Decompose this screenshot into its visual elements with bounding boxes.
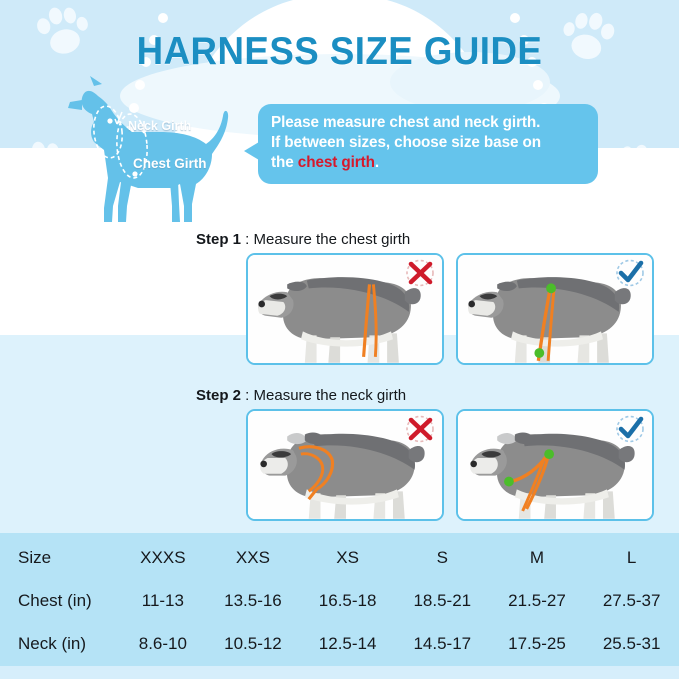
- background-band-bottom: [0, 666, 679, 679]
- cell-size-l: L: [626, 547, 637, 567]
- step-2-text: Measure the neck girth: [253, 387, 407, 404]
- cell-neck-l: 25.5-31: [602, 633, 661, 653]
- callout-line-2: If between sizes, choose size base on: [271, 134, 542, 152]
- table-row-size: Size XXXS XXS XS S M L: [0, 536, 679, 579]
- cross-icon: [406, 415, 434, 443]
- instruction-callout: Please measure chest and neck girth. If …: [244, 104, 598, 185]
- cell-size-xxs: XXS: [235, 547, 270, 567]
- size-chart-table: Size XXXS XXS XS S M L Chest (in) 11-13 …: [0, 536, 679, 665]
- cell-size-s: S: [436, 547, 448, 567]
- step-2-photo-incorrect: [246, 409, 444, 521]
- step-2-separator: :: [241, 387, 254, 404]
- step-1-text: Measure the chest girth: [253, 231, 411, 248]
- step-2-photo-correct: [456, 409, 654, 521]
- step-1-label: Step 1 : Measure the chest girth: [196, 231, 410, 248]
- row-header-chest: Chest (in): [18, 590, 92, 610]
- cell-chest-xxs: 13.5-16: [224, 590, 282, 610]
- page-title: HARNESS SIZE GUIDE: [136, 30, 543, 73]
- cell-chest-s: 18.5-21: [413, 590, 472, 610]
- cell-chest-xxxs: 11-13: [141, 590, 184, 610]
- cell-size-xxxs: XXXS: [140, 547, 186, 567]
- step-2-prefix: Step 2: [196, 387, 242, 404]
- callout-tail: [244, 142, 259, 160]
- cross-icon: [406, 259, 434, 287]
- cell-neck-m: 17.5-25: [508, 633, 566, 653]
- cell-chest-xs: 16.5-18: [318, 590, 377, 610]
- callout-line-3: the chest girth.: [271, 153, 585, 173]
- row-header-neck: Neck (in): [18, 633, 87, 653]
- cell-neck-xxs: 10.5-12: [224, 633, 282, 653]
- cell-size-xs: XS: [336, 547, 359, 567]
- neck-girth-label: Neck Girth: [128, 119, 192, 133]
- cell-size-m: M: [529, 547, 545, 567]
- plush-dog-photo: [248, 411, 442, 519]
- cell-neck-xxxs: 8.6-10: [138, 633, 187, 653]
- callout-line-3-prefix: the: [271, 154, 298, 172]
- plush-dog-photo: [248, 255, 442, 363]
- plush-dog-photo: [458, 255, 652, 363]
- table-row-neck: Neck (in) 8.6-10 10.5-12 12.5-14 14.5-17…: [0, 622, 679, 665]
- step-1-separator: :: [241, 231, 254, 248]
- callout-highlight-text: chest girth: [297, 154, 375, 172]
- dog-girth-diagram: Neck Girth Chest Girth: [60, 74, 250, 229]
- step-1-photo-incorrect: [246, 253, 444, 365]
- cell-neck-xs: 12.5-14: [318, 633, 377, 653]
- cell-chest-l: 27.5-37: [602, 590, 661, 610]
- step-2-label: Step 2 : Measure the neck girth: [196, 387, 406, 404]
- callout-line-1: Please measure chest and neck girth.: [271, 114, 541, 131]
- background-band-table: [0, 533, 679, 666]
- check-icon: [616, 415, 644, 443]
- step-1-prefix: Step 1: [196, 231, 242, 248]
- chest-girth-label: Chest Girth: [133, 156, 207, 171]
- step-1-photo-correct: [456, 253, 654, 365]
- callout-line-3-suffix: .: [374, 154, 380, 172]
- check-icon: [616, 259, 644, 287]
- cell-chest-m: 21.5-27: [508, 590, 566, 610]
- row-header-size: Size: [18, 547, 52, 567]
- dog-silhouette-icon: [68, 76, 229, 223]
- table-row-chest: Chest (in) 11-13 13.5-16 16.5-18 18.5-21…: [0, 579, 679, 622]
- cell-neck-s: 14.5-17: [413, 633, 472, 653]
